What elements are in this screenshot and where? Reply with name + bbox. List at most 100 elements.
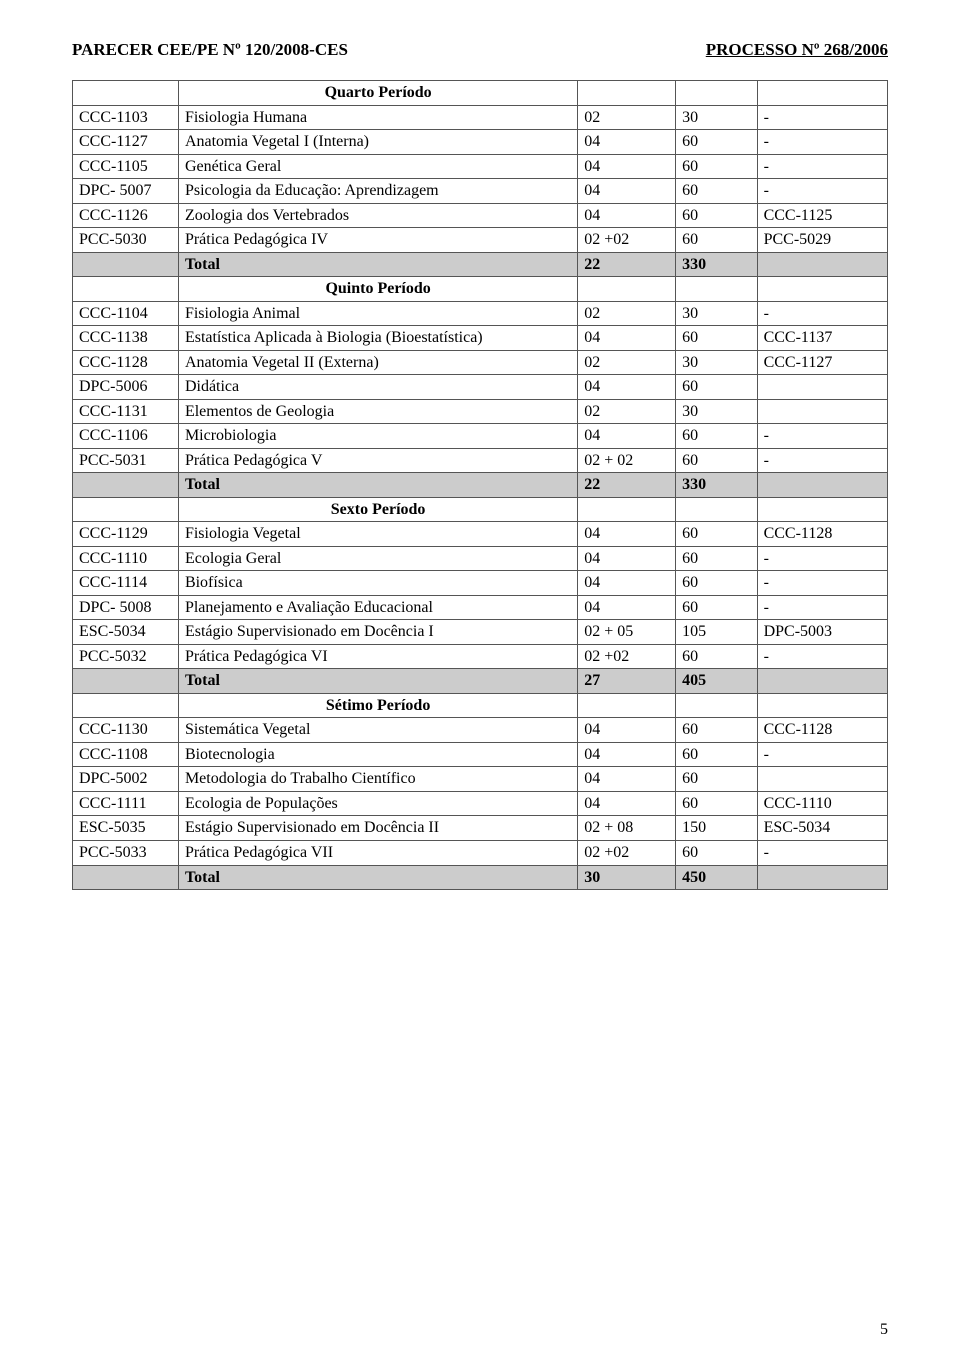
total-a: 30 — [578, 865, 676, 890]
total-label: Total — [178, 473, 577, 498]
table-row: PCC-5030Prática Pedagógica IV02 +0260PCC… — [73, 228, 888, 253]
cell-code: PCC-5033 — [73, 840, 179, 865]
section-title-row: Sétimo Período — [73, 693, 888, 718]
cell-b: 60 — [676, 424, 758, 449]
cell-c: CCC-1137 — [757, 326, 887, 351]
cell-b: 60 — [676, 375, 758, 400]
cell — [73, 865, 179, 890]
cell-desc: Metodologia do Trabalho Científico — [178, 767, 577, 792]
cell-desc: Prática Pedagógica IV — [178, 228, 577, 253]
cell-desc: Ecologia de Populações — [178, 791, 577, 816]
table-row: CCC-1105Genética Geral0460- — [73, 154, 888, 179]
section-title-row: Sexto Período — [73, 497, 888, 522]
cell-b: 60 — [676, 326, 758, 351]
cell-c: - — [757, 644, 887, 669]
table-row: CCC-1130Sistemática Vegetal0460CCC-1128 — [73, 718, 888, 743]
table-row: CCC-1129Fisiologia Vegetal0460CCC-1128 — [73, 522, 888, 547]
cell-desc: Zoologia dos Vertebrados — [178, 203, 577, 228]
cell-code: CCC-1111 — [73, 791, 179, 816]
cell-code: CCC-1106 — [73, 424, 179, 449]
cell-c — [757, 375, 887, 400]
cell-c: - — [757, 424, 887, 449]
cell-c: DPC-5003 — [757, 620, 887, 645]
total-c — [757, 865, 887, 890]
cell-desc: Ecologia Geral — [178, 546, 577, 571]
cell-b: 60 — [676, 130, 758, 155]
cell-code: CCC-1138 — [73, 326, 179, 351]
table-row: CCC-1138Estatística Aplicada à Biologia … — [73, 326, 888, 351]
table-row: CCC-1126Zoologia dos Vertebrados0460CCC-… — [73, 203, 888, 228]
cell-desc: Fisiologia Humana — [178, 105, 577, 130]
total-label: Total — [178, 669, 577, 694]
cell-desc: Biotecnologia — [178, 742, 577, 767]
total-b: 330 — [676, 473, 758, 498]
cell-code: CCC-1105 — [73, 154, 179, 179]
cell-a: 04 — [578, 595, 676, 620]
cell-a: 04 — [578, 522, 676, 547]
cell-desc: Psicologia da Educação: Aprendizagem — [178, 179, 577, 204]
total-row: Total22330 — [73, 473, 888, 498]
cell-code: ESC-5034 — [73, 620, 179, 645]
cell-c: CCC-1110 — [757, 791, 887, 816]
cell-c: - — [757, 130, 887, 155]
cell — [676, 693, 758, 718]
cell — [578, 81, 676, 106]
cell-desc: Elementos de Geologia — [178, 399, 577, 424]
cell-c — [757, 399, 887, 424]
cell-desc: Microbiologia — [178, 424, 577, 449]
cell-desc: Biofísica — [178, 571, 577, 596]
cell-desc: Didática — [178, 375, 577, 400]
cell — [757, 497, 887, 522]
cell — [676, 81, 758, 106]
cell — [578, 693, 676, 718]
cell-code: PCC-5031 — [73, 448, 179, 473]
cell-a: 04 — [578, 375, 676, 400]
cell-c: ESC-5034 — [757, 816, 887, 841]
cell-code: DPC-5002 — [73, 767, 179, 792]
section-title: Quarto Período — [178, 81, 577, 106]
cell-b: 30 — [676, 399, 758, 424]
table-row: DPC- 5008Planejamento e Avaliação Educac… — [73, 595, 888, 620]
total-c — [757, 669, 887, 694]
cell-a: 04 — [578, 571, 676, 596]
cell-code: CCC-1129 — [73, 522, 179, 547]
cell-desc: Fisiologia Animal — [178, 301, 577, 326]
cell-a: 02 — [578, 301, 676, 326]
total-a: 22 — [578, 473, 676, 498]
cell-code: PCC-5030 — [73, 228, 179, 253]
cell-b: 105 — [676, 620, 758, 645]
total-label: Total — [178, 865, 577, 890]
table-row: CCC-1111Ecologia de Populações0460CCC-11… — [73, 791, 888, 816]
cell-desc: Genética Geral — [178, 154, 577, 179]
cell — [73, 473, 179, 498]
table-row: CCC-1114Biofísica0460- — [73, 571, 888, 596]
table-row: CCC-1106Microbiologia0460- — [73, 424, 888, 449]
cell-a: 04 — [578, 791, 676, 816]
total-label: Total — [178, 252, 577, 277]
cell-b: 60 — [676, 571, 758, 596]
cell-code: CCC-1127 — [73, 130, 179, 155]
cell-a: 04 — [578, 179, 676, 204]
cell-a: 02 + 08 — [578, 816, 676, 841]
cell — [578, 277, 676, 302]
table-body: Quarto PeríodoCCC-1103Fisiologia Humana0… — [73, 81, 888, 890]
cell-a: 02 — [578, 399, 676, 424]
cell-desc: Fisiologia Vegetal — [178, 522, 577, 547]
cell-a: 04 — [578, 718, 676, 743]
cell-b: 60 — [676, 644, 758, 669]
cell — [73, 669, 179, 694]
total-row: Total22330 — [73, 252, 888, 277]
document-header: PARECER CEE/PE Nº 120/2008-CES PROCESSO … — [72, 40, 888, 60]
cell-b: 60 — [676, 448, 758, 473]
cell-c: PCC-5029 — [757, 228, 887, 253]
table-row: CCC-1104Fisiologia Animal0230- — [73, 301, 888, 326]
cell — [73, 252, 179, 277]
cell-c: CCC-1127 — [757, 350, 887, 375]
section-title-blank — [73, 81, 179, 106]
table-row: ESC-5034Estágio Supervisionado em Docênc… — [73, 620, 888, 645]
section-title-row: Quinto Período — [73, 277, 888, 302]
cell-desc: Estatística Aplicada à Biologia (Bioesta… — [178, 326, 577, 351]
cell-desc: Sistemática Vegetal — [178, 718, 577, 743]
cell-c — [757, 767, 887, 792]
cell-code: DPC- 5007 — [73, 179, 179, 204]
